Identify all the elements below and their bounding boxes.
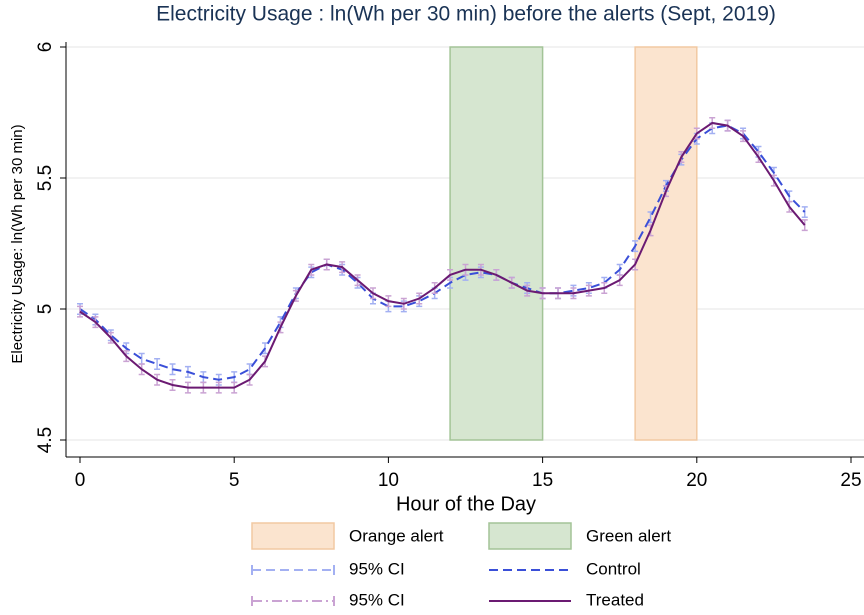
y-tick-label: 5.5	[35, 165, 56, 191]
legend-label: Control	[586, 559, 641, 578]
legend-swatch	[488, 522, 572, 550]
x-tick-label: 25	[840, 470, 861, 491]
x-tick-label: 0	[75, 470, 86, 491]
y-tick-label: 4.5	[35, 427, 56, 453]
error-bar	[138, 352, 145, 365]
legend-swatch	[251, 522, 335, 550]
x-tick-label: 5	[229, 470, 240, 491]
legend-ci-cap	[251, 596, 335, 606]
y-axis-label: Electricity Usage: ln(Wh per 30 min)	[9, 124, 26, 363]
y-tick-label: 5	[35, 304, 56, 315]
x-tick-label: 10	[378, 470, 399, 491]
alert-region	[449, 46, 544, 441]
legend-ci-cap	[251, 565, 335, 575]
x-axis-label: Hour of the Day	[396, 493, 536, 515]
series-line	[79, 121, 806, 389]
y-tick-label: 6	[35, 42, 56, 53]
legend-label: 95% CI	[349, 559, 405, 578]
legend-label: Orange alert	[349, 526, 444, 545]
x-tick-label: 20	[686, 470, 707, 491]
legend-label: Treated	[586, 590, 644, 609]
legend-label: 95% CI	[349, 590, 405, 609]
series-line	[79, 124, 806, 381]
x-tick-label: 15	[532, 470, 553, 491]
error-bar	[154, 358, 161, 371]
legend-label: Green alert	[586, 526, 671, 545]
chart-title: Electricity Usage : ln(Wh per 30 min) be…	[156, 3, 776, 26]
